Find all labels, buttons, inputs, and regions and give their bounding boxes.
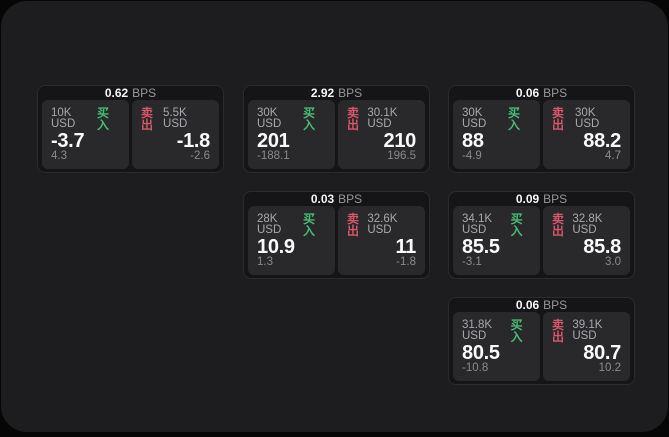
- sell-delta: 10.2: [598, 362, 621, 374]
- sell-notional: 32.8K USD: [572, 212, 603, 236]
- sell-notional: 39.1K USD: [572, 318, 603, 342]
- sell-delta: 196.5: [387, 150, 416, 162]
- buy-panel[interactable]: 30K USD 买入 88 -4.9: [453, 100, 540, 169]
- card-body: 10K USD 买入 -3.7 4.3 卖出 5.5K USD -1.8 -2.…: [38, 100, 223, 173]
- buy-label: 买入: [302, 106, 315, 132]
- bps-unit-label: BPS: [543, 298, 568, 312]
- buy-delta: -3.1: [462, 256, 482, 268]
- sell-panel[interactable]: 卖出 30K USD 88.2 4.7: [543, 100, 630, 169]
- sell-price: 85.8: [583, 236, 621, 258]
- card-header: 0.06 BPS: [449, 86, 634, 100]
- buy-label: 买入: [510, 212, 523, 238]
- bps-unit-label: BPS: [338, 192, 363, 206]
- quote-card: 0.62 BPS 10K USD 买入 -3.7 4.3 卖出 5.5K USD: [37, 85, 224, 173]
- buy-price: -3.7: [51, 130, 85, 152]
- buy-label: 买入: [302, 212, 315, 238]
- buy-label: 买入: [507, 106, 520, 132]
- quote-card: 0.03 BPS 28K USD 买入 10.9 1.3 卖出 32.6K US…: [243, 191, 430, 279]
- card-body: 31.8K USD 买入 80.5 -10.8 卖出 39.1K USD 80.…: [449, 312, 634, 385]
- buy-notional: 28K USD: [257, 212, 282, 236]
- sell-label: 卖出: [347, 212, 360, 238]
- bps-value: 2.92: [310, 86, 335, 100]
- sell-notional: 32.6K USD: [367, 212, 398, 236]
- buy-panel[interactable]: 30K USD 买入 201 -188.1: [248, 100, 335, 169]
- card-body: 30K USD 买入 201 -188.1 卖出 30.1K USD 210 1…: [244, 100, 429, 173]
- card-header: 0.06 BPS: [449, 298, 634, 312]
- sell-label: 卖出: [141, 106, 154, 132]
- sell-price: 11: [395, 236, 416, 258]
- sell-panel[interactable]: 卖出 5.5K USD -1.8 -2.6: [132, 100, 219, 169]
- card-header: 0.62 BPS: [38, 86, 223, 100]
- buy-label: 买入: [510, 318, 523, 344]
- sell-panel[interactable]: 卖出 32.6K USD 11 -1.8: [338, 206, 425, 275]
- sell-label: 卖出: [552, 106, 565, 132]
- sell-delta: 4.7: [605, 150, 621, 162]
- sell-notional: 30K USD: [575, 106, 600, 130]
- quote-card: 0.09 BPS 34.1K USD 买入 85.5 -3.1 卖出 32.8K…: [448, 191, 635, 279]
- bps-value: 0.09: [515, 192, 540, 206]
- bps-value: 0.06: [515, 86, 540, 100]
- sell-price: 210: [383, 130, 417, 152]
- quote-card: 0.06 BPS 31.8K USD 买入 80.5 -10.8 卖出 39.1…: [448, 297, 635, 385]
- sell-delta: -2.6: [190, 150, 210, 162]
- sell-notional: 5.5K USD: [163, 106, 188, 130]
- card-header: 0.03 BPS: [244, 192, 429, 206]
- buy-price: 201: [257, 130, 290, 152]
- buy-delta: 1.3: [257, 256, 273, 268]
- sell-panel[interactable]: 卖出 39.1K USD 80.7 10.2: [543, 312, 630, 381]
- buy-notional: 30K USD: [462, 106, 487, 130]
- buy-panel[interactable]: 34.1K USD 买入 85.5 -3.1: [453, 206, 540, 275]
- card-body: 30K USD 买入 88 -4.9 卖出 30K USD 88.2 4.7: [449, 100, 634, 173]
- buy-notional: 34.1K USD: [462, 212, 493, 236]
- sell-panel[interactable]: 卖出 30.1K USD 210 196.5: [338, 100, 425, 169]
- bps-value: 0.06: [515, 298, 540, 312]
- bps-unit-label: BPS: [132, 86, 157, 100]
- sell-notional: 30.1K USD: [367, 106, 398, 130]
- card-header: 0.09 BPS: [449, 192, 634, 206]
- bps-value: 0.62: [104, 86, 129, 100]
- buy-panel[interactable]: 28K USD 买入 10.9 1.3: [248, 206, 335, 275]
- card-body: 34.1K USD 买入 85.5 -3.1 卖出 32.8K USD 85.8…: [449, 206, 634, 279]
- buy-notional: 30K USD: [257, 106, 282, 130]
- buy-price: 10.9: [257, 236, 295, 258]
- buy-delta: -188.1: [257, 150, 290, 162]
- buy-price: 85.5: [462, 236, 500, 258]
- buy-price: 88: [462, 130, 484, 152]
- sell-delta: 3.0: [605, 256, 621, 268]
- sell-delta: -1.8: [396, 256, 416, 268]
- sell-price: -1.8: [176, 130, 211, 152]
- buy-notional: 10K USD: [51, 106, 76, 130]
- bps-unit-label: BPS: [543, 86, 568, 100]
- buy-delta: -10.8: [462, 362, 489, 374]
- bps-value: 0.03: [310, 192, 335, 206]
- buy-label: 买入: [96, 106, 109, 132]
- bps-unit-label: BPS: [338, 86, 363, 100]
- card-header: 2.92 BPS: [244, 86, 429, 100]
- sell-panel[interactable]: 卖出 32.8K USD 85.8 3.0: [543, 206, 630, 275]
- buy-panel[interactable]: 10K USD 买入 -3.7 4.3: [42, 100, 129, 169]
- sell-label: 卖出: [552, 318, 565, 344]
- bps-unit-label: BPS: [543, 192, 568, 206]
- buy-panel[interactable]: 31.8K USD 买入 80.5 -10.8: [453, 312, 540, 381]
- sell-label: 卖出: [347, 106, 360, 132]
- quote-card: 2.92 BPS 30K USD 买入 201 -188.1 卖出 30.1K …: [243, 85, 430, 173]
- buy-delta: 4.3: [51, 150, 67, 162]
- buy-price: 80.5: [462, 342, 500, 364]
- sell-price: 88.2: [583, 130, 621, 152]
- sell-label: 卖出: [552, 212, 565, 238]
- card-body: 28K USD 买入 10.9 1.3 卖出 32.6K USD 11 -1.8: [244, 206, 429, 279]
- sell-price: 80.7: [583, 342, 621, 364]
- buy-delta: -4.9: [462, 150, 482, 162]
- buy-notional: 31.8K USD: [462, 318, 493, 342]
- quote-card: 0.06 BPS 30K USD 买入 88 -4.9 卖出 30K USD: [448, 85, 635, 173]
